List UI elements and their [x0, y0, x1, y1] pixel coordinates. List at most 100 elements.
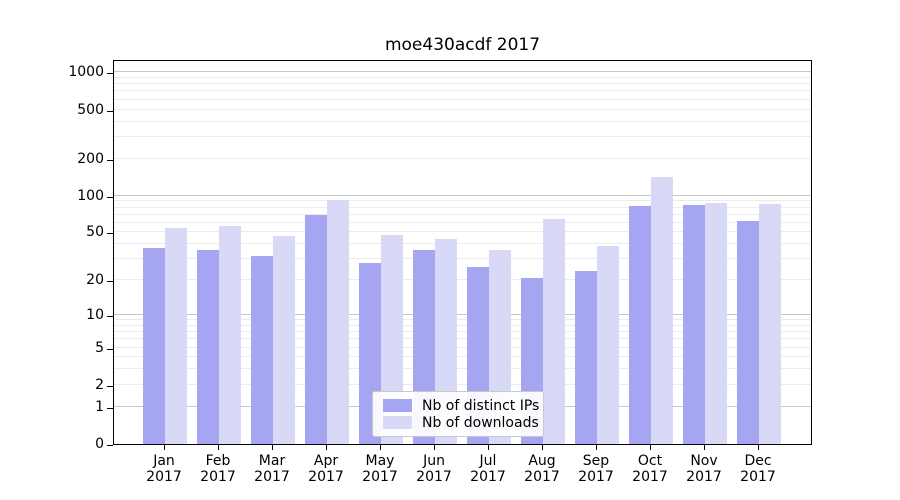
x-tick-mark: [326, 445, 327, 450]
gridline-minor: [114, 213, 811, 215]
y-tick-label-1000: 1000: [68, 64, 104, 81]
legend-label-downloads: Nb of downloads: [422, 414, 539, 431]
gridline-major: [114, 314, 811, 315]
y-tick-mark: [107, 407, 113, 409]
y-tick-mark: [107, 73, 113, 75]
y-tick-mark: [107, 445, 113, 446]
x-tick-label-jan: Jan 2017: [146, 453, 182, 485]
gridline-minor: [114, 108, 811, 110]
x-tick-label-jul: Jul 2017: [470, 453, 506, 485]
bar-downloads-oct: [651, 176, 673, 444]
legend-swatch-distinct-ips: [383, 399, 412, 412]
x-tick-label-oct: Oct 2017: [632, 453, 668, 485]
y-tick-mark: [107, 159, 113, 161]
bar-distinct-ips-oct: [629, 205, 651, 444]
y-tick-mark: [107, 316, 113, 317]
bar-downloads-feb: [219, 226, 241, 444]
gridline-minor: [114, 338, 811, 340]
x-tick-label-feb: Feb 2017: [200, 453, 236, 485]
gridline-minor: [114, 231, 811, 233]
bar-downloads-dec: [759, 204, 781, 444]
gridline-minor: [114, 90, 811, 92]
y-tick-label-2: 2: [95, 376, 104, 393]
y-tick-mark: [107, 110, 113, 112]
bar-downloads-aug: [543, 218, 565, 444]
bar-downloads-jan: [165, 228, 187, 444]
x-tick-label-aug: Aug 2017: [524, 453, 560, 485]
x-tick-mark: [542, 445, 543, 450]
x-tick-label-may: May 2017: [362, 453, 398, 485]
x-tick-mark: [596, 445, 597, 450]
x-tick-mark: [650, 445, 651, 450]
gridline-major: [114, 71, 811, 73]
chart-title: moe430acdf 2017: [384, 35, 541, 55]
legend-label-distinct-ips: Nb of distinct IPs: [422, 397, 540, 414]
y-tick-mark: [107, 385, 113, 387]
x-tick-label-nov: Nov 2017: [686, 453, 722, 485]
gridline-minor: [114, 76, 811, 78]
y-tick-label-10: 10: [86, 307, 104, 323]
gridline-minor: [114, 221, 811, 223]
bar-distinct-ips-feb: [197, 249, 219, 444]
y-tick-mark: [107, 196, 113, 198]
gridline-minor: [114, 83, 811, 85]
gridline-minor: [114, 206, 811, 208]
x-tick-mark: [434, 445, 435, 450]
gridline-minor: [114, 200, 811, 202]
y-tick-label-500: 500: [77, 101, 104, 118]
x-tick-label-sep: Sep 2017: [578, 453, 614, 485]
x-tick-mark: [218, 445, 219, 450]
gridline-minor: [114, 356, 811, 358]
y-tick-label-0: 0: [95, 436, 104, 452]
gridline-minor: [114, 157, 811, 159]
bar-downloads-mar: [273, 235, 295, 444]
x-tick-mark: [272, 445, 273, 450]
bar-distinct-ips-jan: [143, 248, 165, 444]
y-tick-label-20: 20: [86, 272, 104, 289]
gridline-minor: [114, 98, 811, 100]
legend-swatch-downloads: [383, 416, 412, 429]
x-tick-label-jun: Jun 2017: [416, 453, 452, 485]
gridline-minor: [114, 346, 811, 348]
y-tick-mark: [107, 233, 113, 235]
legend: Nb of distinct IPs Nb of downloads: [372, 391, 544, 437]
gridline-minor: [114, 331, 811, 333]
x-tick-label-apr: Apr 2017: [308, 453, 344, 485]
x-tick-mark: [488, 445, 489, 450]
bar-distinct-ips-sep: [575, 270, 597, 444]
plot-area: [113, 60, 812, 445]
bar-distinct-ips-dec: [737, 221, 759, 444]
gridline-minor: [114, 135, 811, 137]
x-tick-mark: [380, 445, 381, 450]
bar-distinct-ips-apr: [305, 214, 327, 444]
x-tick-mark: [758, 445, 759, 450]
legend-row-downloads: Nb of downloads: [383, 415, 539, 431]
y-tick-label-100: 100: [77, 187, 104, 204]
bar-distinct-ips-mar: [251, 255, 273, 444]
gridline-minor: [114, 279, 811, 281]
gridline-minor: [114, 120, 811, 122]
y-tick-mark: [107, 281, 113, 283]
x-tick-label-mar: Mar 2017: [254, 453, 290, 485]
x-tick-mark: [164, 445, 165, 450]
x-tick-label-dec: Dec 2017: [740, 453, 776, 485]
gridline-minor: [114, 319, 811, 321]
gridline-minor: [114, 258, 811, 260]
gridline-minor: [114, 243, 811, 245]
y-tick-label-5: 5: [95, 339, 104, 356]
bar-distinct-ips-nov: [683, 204, 705, 444]
y-tick-mark: [107, 348, 113, 350]
y-tick-label-1: 1: [95, 398, 104, 415]
gridline-major: [114, 194, 811, 196]
gridline-minor: [114, 368, 811, 370]
gridline-minor: [114, 324, 811, 326]
y-tick-label-50: 50: [86, 224, 104, 241]
bar-downloads-sep: [597, 245, 619, 444]
gridline-minor: [114, 383, 811, 385]
y-tick-label-200: 200: [77, 150, 104, 167]
bar-downloads-nov: [705, 203, 727, 444]
legend-row-distinct-ips: Nb of distinct IPs: [383, 398, 539, 414]
bar-downloads-apr: [327, 200, 349, 444]
x-tick-mark: [704, 445, 705, 450]
